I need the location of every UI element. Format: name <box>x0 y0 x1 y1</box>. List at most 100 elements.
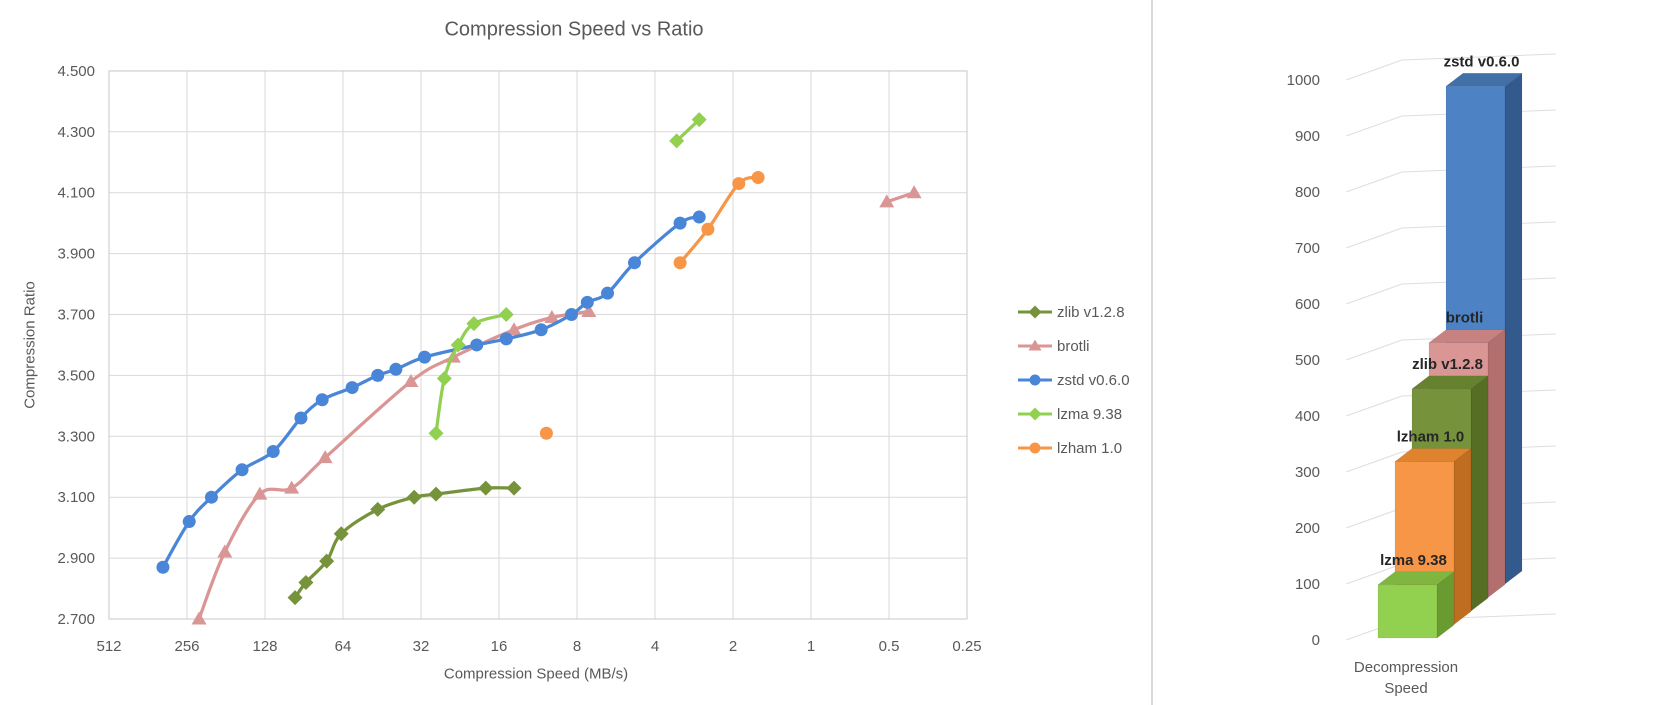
diamond-marker <box>319 553 335 569</box>
circle-marker <box>601 286 615 300</box>
triangle-marker <box>544 310 560 324</box>
left-chart-grid: 512 256 128 64 32 16 8 4 2 1 0.5 0.25 2.700 2.900 3.10… <box>57 63 981 655</box>
y-tick-label: 4.500 <box>57 63 95 80</box>
bar-side-face <box>1470 375 1489 612</box>
legend-item-zstd-v0-6-0: zstd v0.6.0 <box>1018 363 1130 397</box>
series-zlib-v1-2-8 <box>287 480 522 606</box>
diamond-marker <box>428 486 444 502</box>
value-axis-label: 100 <box>1295 576 1320 593</box>
diamond-marker <box>1028 407 1042 421</box>
diamond-marker <box>506 480 522 496</box>
legend-label: zstd v0.6.0 <box>1057 371 1130 389</box>
legend-label: zlib v1.2.8 <box>1057 303 1125 321</box>
circle-marker <box>1029 442 1041 454</box>
legend-label: brotli <box>1057 337 1090 355</box>
x-tick-label: 8 <box>573 638 581 655</box>
triangle-marker <box>581 303 597 317</box>
circle-marker <box>692 210 706 224</box>
diamond-marker <box>498 307 514 322</box>
diamond-marker <box>436 370 452 386</box>
series-line <box>293 486 516 600</box>
x-tick-label: 32 <box>413 638 430 655</box>
x-axis-title: Compression Speed (MB/s) <box>443 665 629 683</box>
circle-marker <box>315 393 329 407</box>
series-lzma-9-38 <box>428 112 707 441</box>
triangle-marker <box>217 544 233 558</box>
bar-side-face <box>1453 448 1472 626</box>
legend-key-zstd-v0-6-0 <box>1018 374 1052 386</box>
circle-marker <box>371 368 385 382</box>
x-tick-label: 4 <box>651 638 659 655</box>
diamond-marker <box>406 489 422 505</box>
y-tick-label: 2.700 <box>57 611 95 628</box>
x-tick-label: 256 <box>174 638 199 655</box>
circle-marker <box>751 170 765 184</box>
x-tick-label: 1 <box>807 638 815 655</box>
legend-label: lzma 9.38 <box>1057 405 1123 423</box>
diamond-marker <box>298 574 314 590</box>
value-axis-label: 0 <box>1312 632 1320 649</box>
bar-label: brotli <box>1446 310 1484 327</box>
category-label-line2: Speed <box>1384 680 1428 697</box>
triangle-marker <box>284 480 300 494</box>
value-axis-label: 1000 <box>1287 72 1320 89</box>
series-brotli <box>191 185 922 625</box>
circle-marker <box>1029 374 1041 386</box>
y-tick-label: 3.100 <box>57 489 95 506</box>
x-tick-label: 0.25 <box>952 638 981 655</box>
circle-marker <box>294 411 308 425</box>
diamond-marker <box>428 425 444 441</box>
circle-marker <box>701 222 715 236</box>
value-axis-label: 900 <box>1295 128 1320 145</box>
y-tick-label: 2.900 <box>57 550 95 567</box>
x-tick-label: 0.5 <box>879 638 900 655</box>
bar-front-face <box>1377 584 1438 639</box>
triangle-marker <box>1028 339 1042 351</box>
x-tick-label: 64 <box>335 638 352 655</box>
bar-side-face <box>1504 72 1523 585</box>
legend-item-brotli: brotli <box>1018 329 1130 363</box>
series-lzham-1-0 <box>539 170 765 440</box>
legend-label: lzham 1.0 <box>1057 439 1123 457</box>
circle-marker <box>266 445 280 459</box>
diamond-marker <box>669 133 685 149</box>
y-tick-label: 3.900 <box>57 246 95 263</box>
legend-key-lzham-1-0 <box>1018 442 1052 454</box>
diamond-marker <box>450 337 466 353</box>
triangle-marker <box>906 185 922 199</box>
value-axis-label: 700 <box>1295 240 1320 257</box>
series-line <box>197 309 591 621</box>
diamond-marker <box>287 590 303 606</box>
value-axis-label: 400 <box>1295 408 1320 425</box>
bar-lzma-9-38 <box>1377 571 1455 639</box>
y-tick-label: 3.300 <box>57 428 95 445</box>
bar-label: lzma 9.38 <box>1380 552 1447 569</box>
triangle-marker <box>191 611 207 625</box>
diamond-marker <box>1028 305 1042 319</box>
circle-marker <box>182 515 196 529</box>
circle-marker <box>499 332 513 346</box>
circle-marker <box>534 323 548 337</box>
y-tick-label: 4.300 <box>57 124 95 141</box>
circle-marker <box>204 490 218 504</box>
value-axis-label: 800 <box>1295 184 1320 201</box>
diamond-marker <box>478 480 494 496</box>
series-line <box>678 175 760 265</box>
circle-marker <box>389 362 403 376</box>
left-chart-title: Compression Speed vs Ratio <box>444 18 704 41</box>
circle-marker <box>345 381 359 395</box>
legend: zlib v1.2.8 brotli zstd v0.6.0 lzma 9.38 lzh… <box>1018 295 1130 465</box>
legend-item-zlib-v1-2-8: zlib v1.2.8 <box>1018 295 1130 329</box>
value-axis-label: 300 <box>1295 464 1320 481</box>
bar-label: lzham 1.0 <box>1397 429 1465 446</box>
bar-side-face <box>1487 329 1506 599</box>
circle-marker <box>673 256 687 270</box>
bar-label: zlib v1.2.8 <box>1412 356 1483 373</box>
legend-key-zlib-v1-2-8 <box>1018 305 1052 319</box>
category-label-line1: Decompression <box>1353 659 1459 676</box>
x-tick-label: 128 <box>252 638 277 655</box>
diamond-marker <box>333 526 349 542</box>
circle-marker <box>470 338 484 352</box>
